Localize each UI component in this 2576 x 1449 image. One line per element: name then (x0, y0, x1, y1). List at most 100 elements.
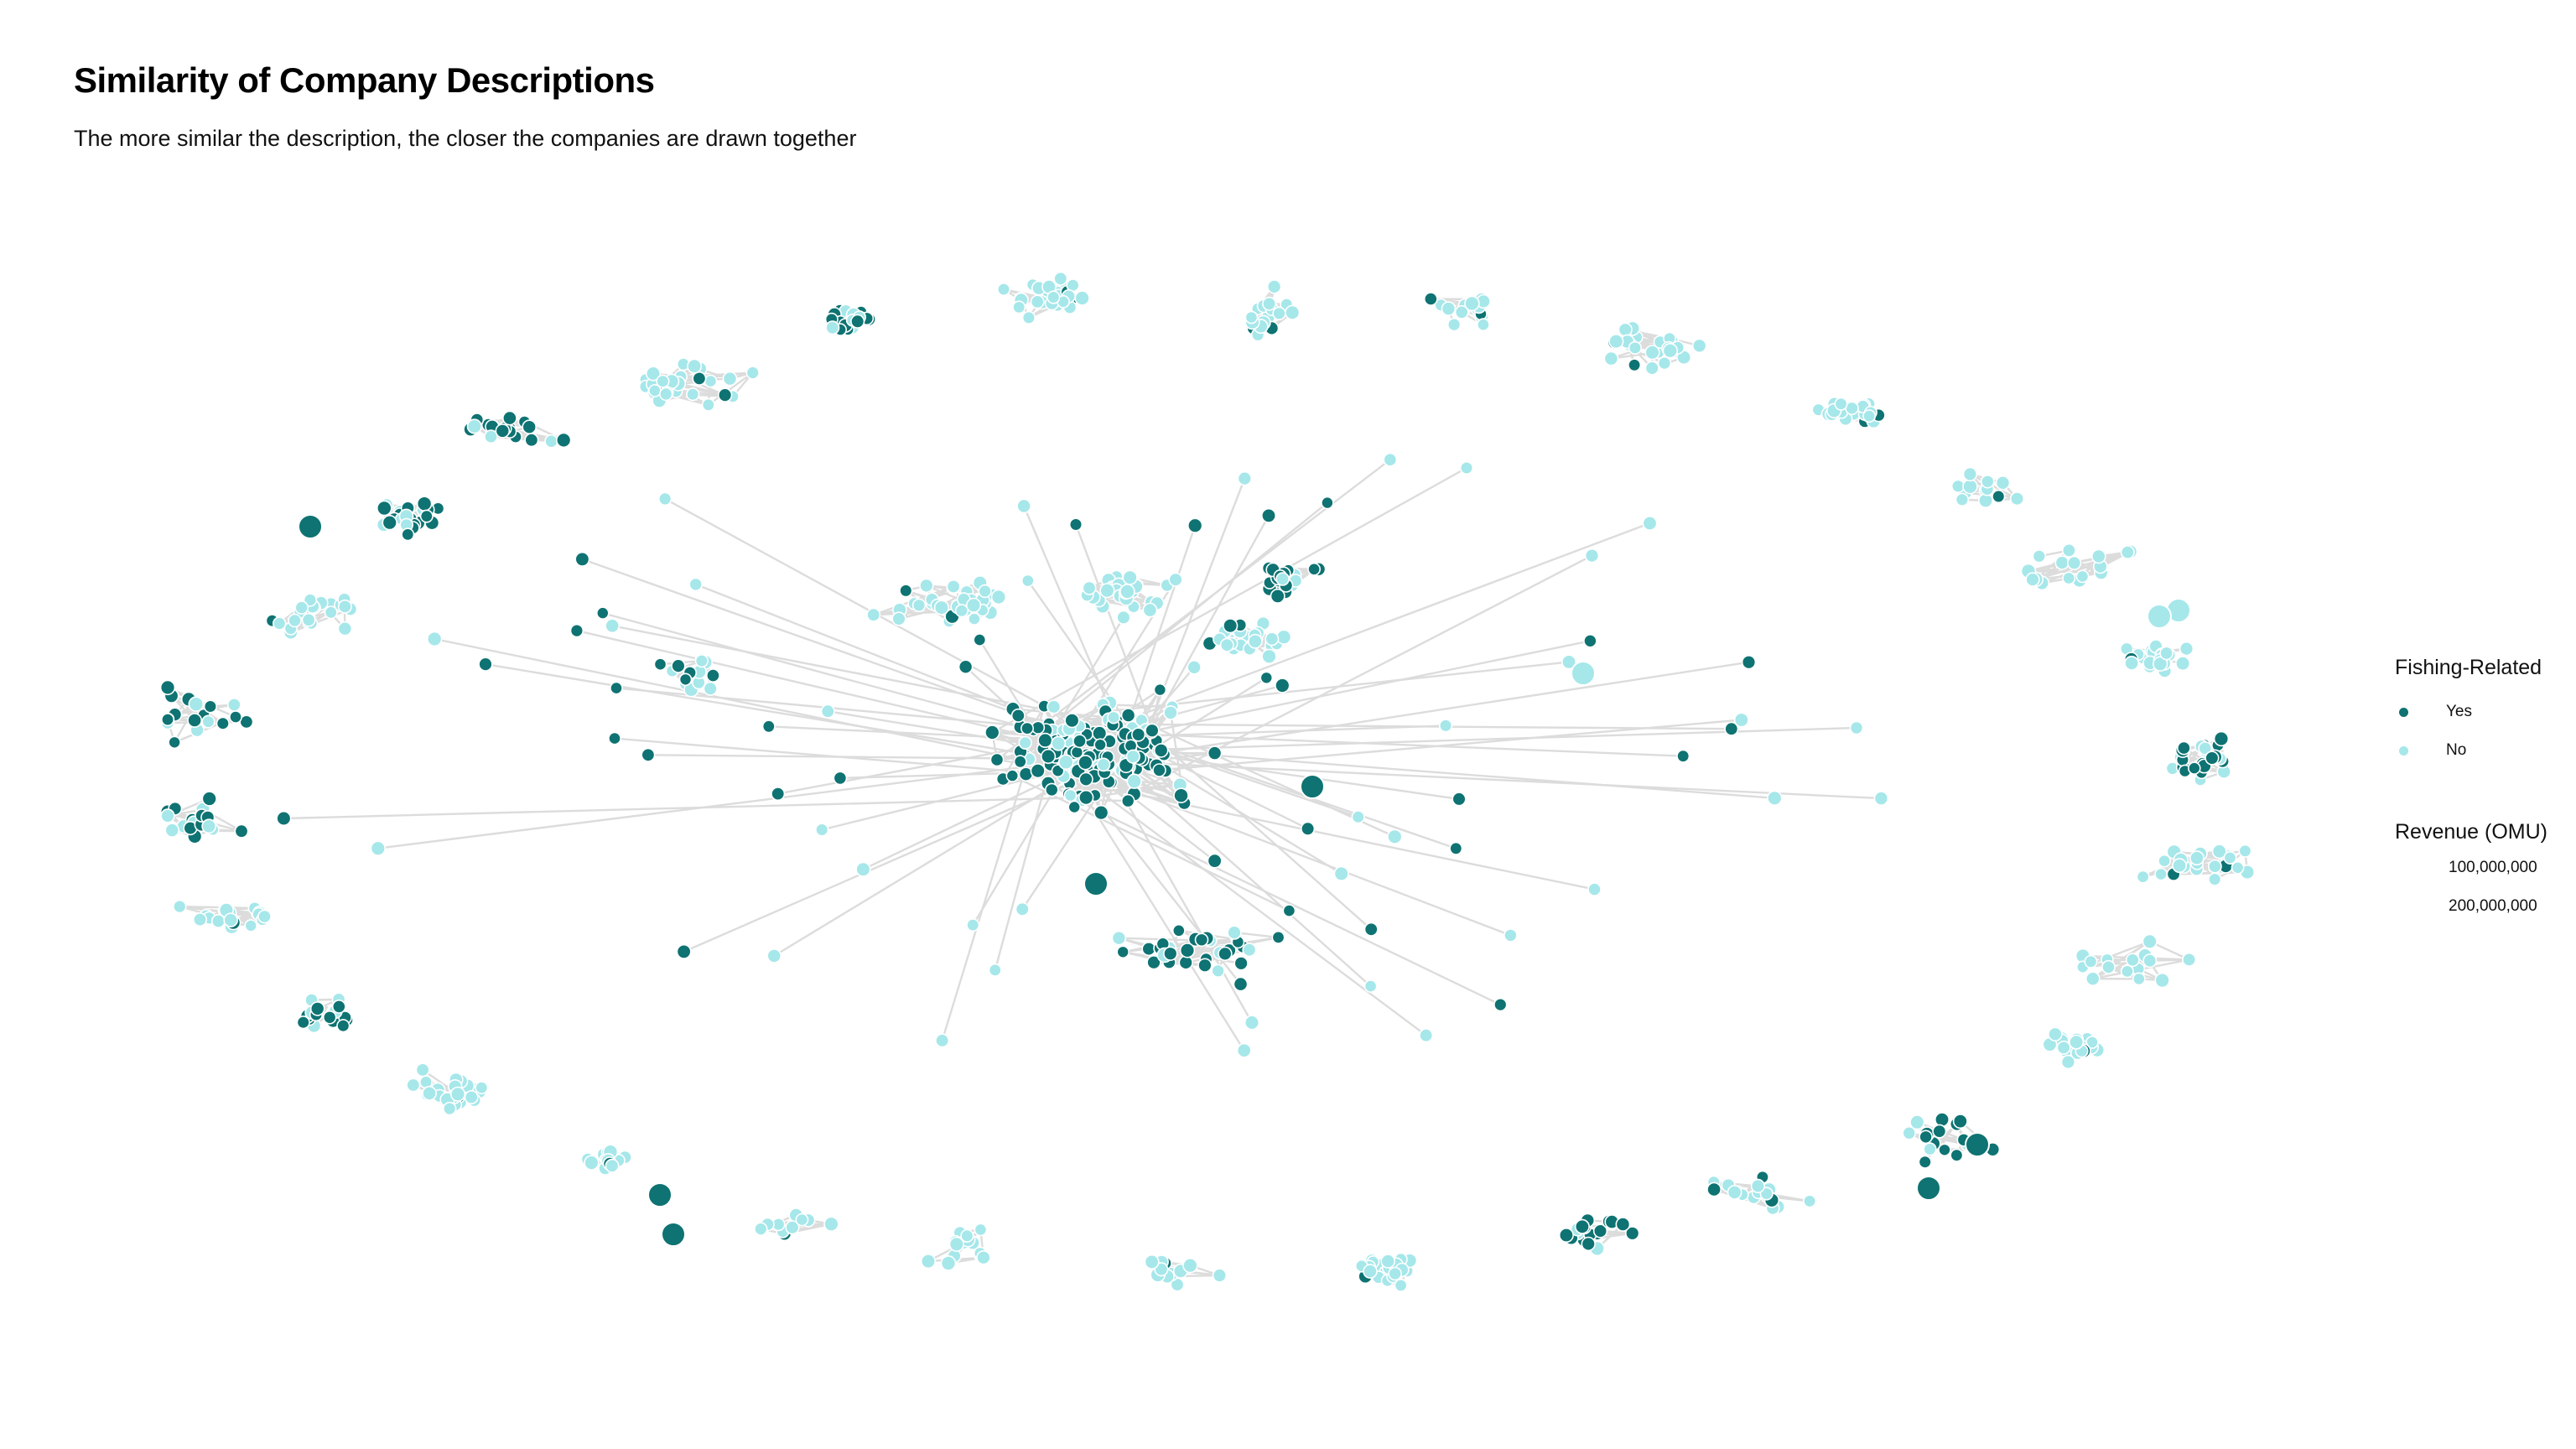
node-fishing-no (1834, 397, 1848, 411)
node-fishing-yes (1187, 517, 1203, 533)
node-fishing-yes (1493, 997, 1508, 1012)
network-edge (773, 763, 1091, 957)
node-fishing-yes (1706, 1182, 1722, 1197)
node-fishing-no (1727, 1185, 1742, 1200)
node-fishing-no (1248, 633, 1263, 649)
node-fishing-no (2091, 548, 2106, 564)
node-fishing-no (1046, 290, 1061, 304)
node-fishing-no (1016, 498, 1031, 514)
legend-item-no: No (2398, 738, 2466, 763)
node-fishing-yes (555, 432, 572, 449)
node-fishing-yes (201, 791, 217, 807)
node-fishing-no (303, 593, 318, 607)
node-fishing-no (997, 282, 1011, 296)
node-fishing-yes (676, 943, 692, 959)
node-fishing-no (2238, 844, 2252, 858)
node-large-revenue (1916, 1176, 1941, 1201)
node-fishing-no (2084, 954, 2098, 969)
legend-size-title: Revenue (OMU) (2395, 820, 2547, 844)
node-fishing-yes (1261, 507, 1277, 523)
legend-size-label-100m: 100,000,000 (2449, 859, 2537, 876)
node-fishing-no (766, 948, 782, 963)
network-edge (1074, 524, 1158, 741)
node-fishing-no (1446, 317, 1462, 332)
node-fishing-no (2136, 870, 2150, 884)
network-edge (1124, 733, 1457, 849)
node-fishing-no (687, 358, 703, 374)
node-fishing-no (1275, 629, 1292, 645)
node-fishing-yes (1270, 588, 1285, 604)
node-fishing-no (2132, 972, 2146, 986)
network-edge (1093, 522, 1650, 734)
node-fishing-no (273, 616, 287, 631)
node-fishing-no (442, 1101, 457, 1116)
node-fishing-no (257, 909, 272, 924)
node-fishing-no (1351, 810, 1365, 824)
node-fishing-no (1387, 828, 1403, 844)
node-fishing-no (1902, 1125, 1916, 1140)
node-fishing-yes (296, 1015, 310, 1030)
node-fishing-no (160, 808, 175, 823)
node-fishing-yes (1116, 945, 1130, 959)
node-fishing-no (2159, 646, 2174, 661)
node-fishing-no (1237, 470, 1253, 486)
node-fishing-no (226, 698, 242, 712)
node-fishing-no (1962, 478, 1978, 495)
node-fishing-no (1380, 1254, 1395, 1269)
node-large-revenue (298, 514, 323, 539)
node-fishing-yes (1120, 708, 1136, 723)
node-fishing-yes (1558, 1228, 1574, 1244)
network-edge (1048, 722, 1732, 730)
node-fishing-no (201, 818, 217, 834)
node-fishing-yes (1130, 727, 1146, 742)
node-fishing-yes (2213, 730, 2230, 747)
network-edge (179, 905, 255, 910)
node-fishing-no (2175, 656, 2191, 672)
node-fishing-yes (1207, 853, 1223, 869)
node-fishing-yes (1574, 1218, 1590, 1234)
node-fishing-no (2067, 555, 2082, 571)
node-fishing-no (966, 918, 980, 932)
node-fishing-no (2158, 854, 2171, 868)
node-fishing-no (988, 963, 1002, 977)
node-fishing-yes (1194, 932, 1209, 948)
node-fishing-no (656, 374, 670, 388)
node-fishing-yes (1935, 1112, 1950, 1128)
node-fishing-no (2154, 867, 2168, 881)
network-edge (283, 796, 1087, 820)
node-fishing-no (1587, 882, 1602, 896)
node-fishing-yes (187, 713, 203, 728)
node-fishing-no (1454, 304, 1469, 319)
legend-item-yes: Yes (2398, 699, 2472, 724)
node-fishing-yes (234, 823, 249, 839)
node-fishing-no (1211, 963, 1225, 979)
node-fishing-no (2125, 953, 2140, 968)
network-edge (1026, 756, 1882, 800)
node-fishing-no (193, 912, 208, 927)
node-fishing-no (1873, 791, 1889, 806)
node-fishing-no (2182, 952, 2197, 967)
node-fishing-no (1074, 290, 1090, 306)
node-fishing-yes (1952, 1114, 1968, 1130)
node-fishing-yes (161, 713, 175, 727)
node-fishing-yes (989, 752, 1005, 767)
nodes-layer (159, 271, 2256, 1292)
node-fishing-no (337, 599, 352, 614)
node-fishing-no (201, 714, 216, 729)
node-fishing-no (1142, 602, 1158, 618)
node-fishing-yes (899, 584, 913, 598)
node-fishing-no (544, 434, 558, 449)
node-fishing-no (294, 600, 309, 615)
node-fishing-no (1018, 735, 1032, 750)
node-fishing-no (2101, 959, 2116, 974)
node-fishing-no (1995, 475, 2011, 491)
node-fishing-yes (336, 1019, 351, 1033)
node-fishing-no (1057, 754, 1074, 771)
node-fishing-no (2124, 656, 2140, 671)
node-fishing-yes (984, 724, 1000, 740)
node-fishing-no (1099, 583, 1115, 599)
node-large-revenue (647, 1182, 673, 1208)
node-fishing-no (1096, 757, 1111, 772)
node-fishing-no (1584, 548, 1600, 564)
node-fishing-no (954, 604, 969, 618)
